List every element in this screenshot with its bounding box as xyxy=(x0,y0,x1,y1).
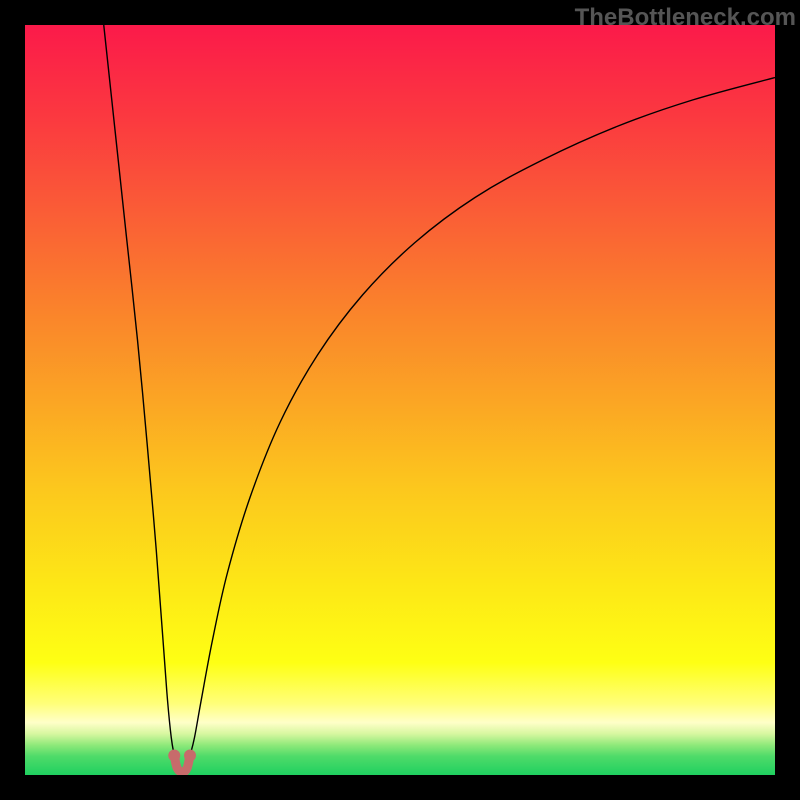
curve-right xyxy=(190,78,775,756)
plot-area xyxy=(25,25,775,775)
watermark-text: TheBottleneck.com xyxy=(575,4,796,32)
dip-marker-0 xyxy=(168,750,180,762)
dip-marker-1 xyxy=(184,750,196,762)
chart-svg xyxy=(25,25,775,775)
curve-left xyxy=(104,25,175,756)
